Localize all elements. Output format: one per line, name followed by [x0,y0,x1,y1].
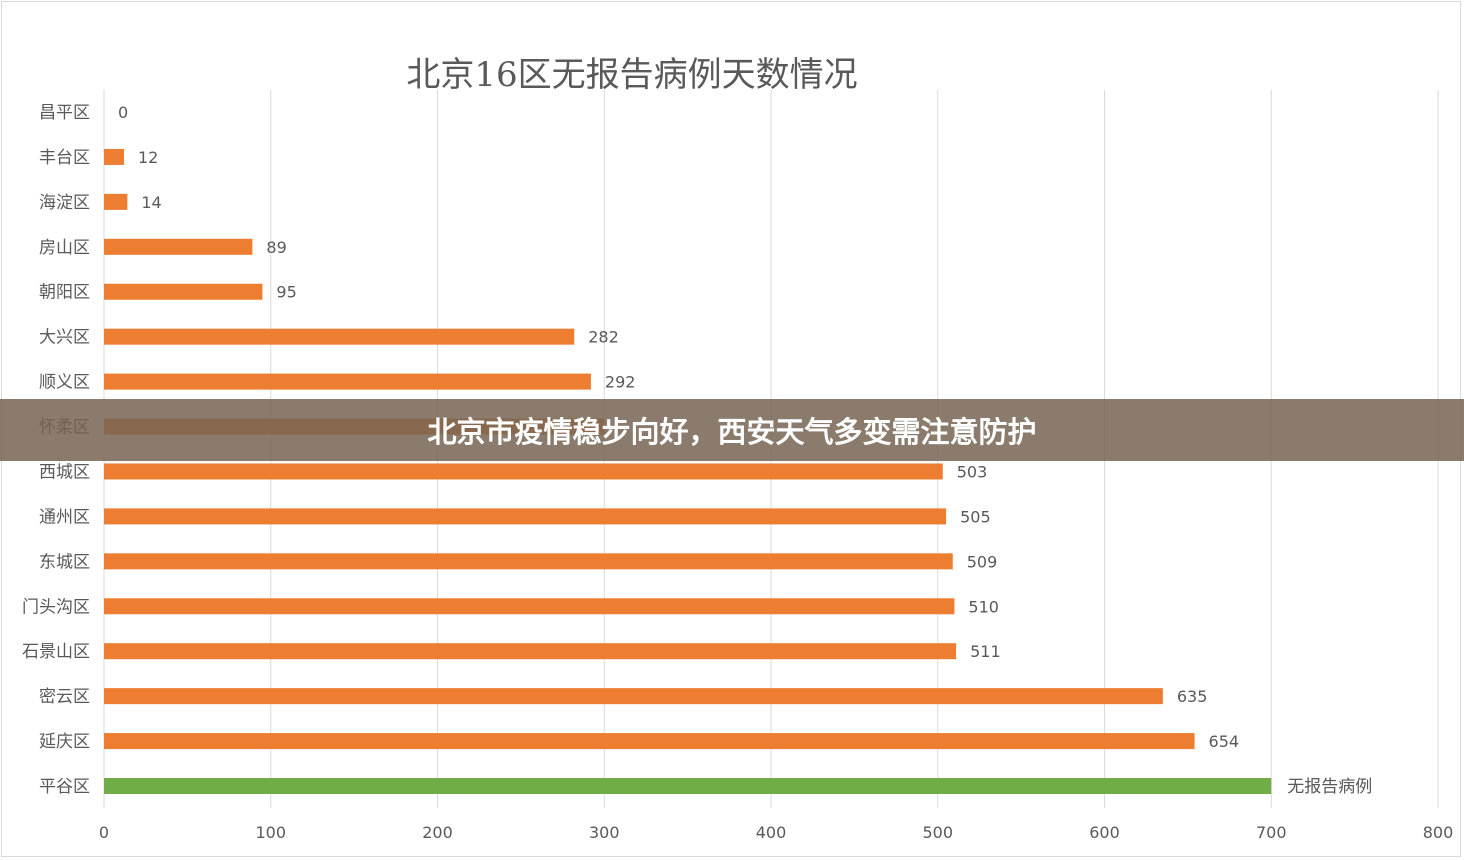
bar [104,508,947,525]
data-label: 无报告病例 [1287,777,1372,797]
category-label: 顺义区 [39,373,90,393]
bar [104,688,1163,705]
bar [104,643,957,660]
bar [104,193,128,210]
category-label: 朝阳区 [39,283,90,303]
x-tick-label: 800 [1423,823,1454,842]
x-tick-label: 400 [756,823,787,842]
data-label: 509 [967,552,998,571]
data-label: 12 [138,148,158,167]
data-label: 503 [957,462,988,481]
x-tick-label: 500 [922,823,953,842]
x-tick-label: 200 [422,823,453,842]
category-label: 房山区 [39,238,90,258]
data-label: 89 [266,238,286,257]
data-label: 0 [118,103,128,122]
data-label: 282 [588,328,619,347]
data-label: 511 [970,642,1001,661]
bar [104,778,1272,794]
headline-text: 北京市疫情稳步向好，西安天气多变需注意防护 [427,415,1037,449]
x-tick-label: 300 [589,823,620,842]
chart-title: 北京16区无报告病例天数情况 [406,55,857,95]
category-label: 海淀区 [39,193,90,213]
bar [104,733,1195,750]
bar [104,598,955,615]
x-tick-label: 100 [255,823,286,842]
category-label: 丰台区 [39,148,90,168]
data-label: 654 [1209,732,1240,751]
x-tick-label: 600 [1089,823,1120,842]
category-label: 延庆区 [39,732,90,752]
category-label: 昌平区 [39,103,90,123]
data-label: 505 [960,507,991,526]
bar [104,553,953,570]
category-label: 平谷区 [39,777,90,797]
data-label: 635 [1177,687,1208,706]
category-label: 东城区 [39,552,90,572]
data-label: 95 [276,283,296,302]
data-label: 14 [141,193,161,212]
data-label: 510 [968,597,999,616]
category-label: 通州区 [39,507,90,527]
bar [104,463,943,480]
category-label: 石景山区 [22,642,90,662]
category-label: 西城区 [39,462,90,482]
category-label: 密云区 [39,687,90,707]
bar [104,283,263,300]
bar [104,328,575,345]
headline-banner: 北京市疫情稳步向好，西安天气多变需注意防护 [0,399,1464,461]
x-tick-label: 700 [1256,823,1287,842]
x-tick-label: 0 [99,823,109,842]
category-label: 门头沟区 [22,597,90,617]
bar [104,148,125,165]
bar [104,238,253,255]
bar [104,373,591,390]
category-label: 大兴区 [39,328,90,348]
data-label: 292 [605,373,636,392]
